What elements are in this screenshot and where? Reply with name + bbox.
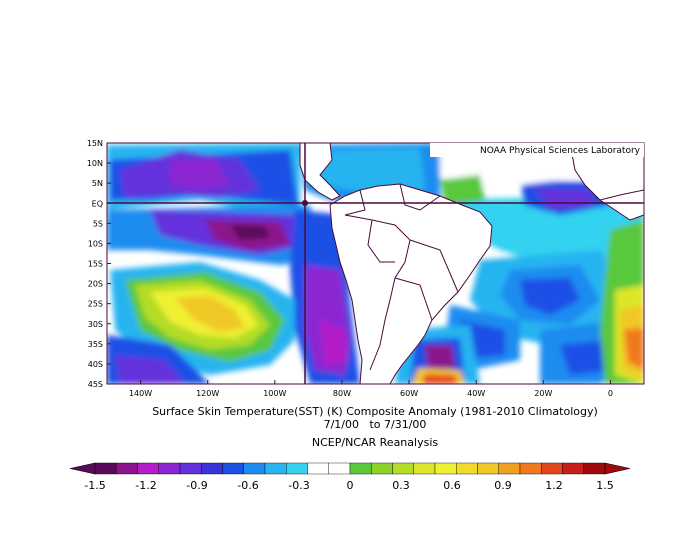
colorbar-swatch [264,462,287,475]
colorbar-swatch [541,462,563,475]
lat-label: 40S [88,360,103,369]
lat-label: 25S [88,300,103,309]
central-america-land [299,143,341,201]
colorbar-tick-label: 0.9 [494,479,512,492]
colorbar-labels: -1.5 -1.2 -0.9 -0.6 -0.3 0 0.3 0.6 0.9 1.2 1.5 [84,479,613,492]
colorbar-swatch [434,462,457,475]
lat-label: 5S [93,219,103,228]
colorbar-swatch [307,462,329,475]
colorbar-swatch [116,462,138,475]
lon-label: 80W [333,389,351,398]
colorbar-tick-label: -1.5 [84,479,105,492]
lat-label: 30S [88,320,103,329]
lon-label: 40W [467,389,485,398]
colorbar-swatch [137,462,159,475]
longitude-labels: 140W 120W 100W 80W 60W 40W 20W 0 [129,380,613,398]
colorbar-swatch [456,462,478,475]
colorbar-swatch [371,462,393,475]
colorbar-swatch [158,462,181,475]
lat-label: 10S [88,239,103,248]
lat-label: 35S [88,340,103,349]
anomaly-field [107,143,644,384]
lon-label: 120W [196,389,219,398]
colorbar-tick-label: -0.3 [288,479,309,492]
colorbar-swatch [498,462,521,475]
colorbar-tick-label: -0.6 [237,479,258,492]
colorbar-swatch [413,462,436,475]
colorbar-tick-label: 1.2 [545,479,563,492]
colorbar-tick-label: 0 [347,479,354,492]
colorbar-swatch [286,462,308,475]
colorbar-arrow-left [69,462,96,475]
colorbar-tick-label: 1.5 [596,479,614,492]
colorbar [69,462,631,475]
colorbar-arrow-right [604,462,631,475]
colorbar-tick-label: -0.9 [186,479,207,492]
lon-label: 20W [534,389,552,398]
lon-label: 100W [263,389,286,398]
latitude-labels: 15N 10N 5N EQ 5S 10S 15S 20S 25S 30S 35S 40S 45S [87,139,111,389]
lat-label: 20S [88,280,103,289]
crosshair-point [302,200,308,206]
map-title: Surface Skin Temperature(SST) (K) Compos… [152,405,598,418]
colorbar-tick-label: 0.3 [392,479,410,492]
colorbar-swatch [328,462,351,475]
colorbar-swatch [562,462,584,475]
lat-label: 10N [87,159,103,168]
colorbar-swatch [477,462,499,475]
lat-label: 15N [87,139,103,148]
lat-label: EQ [92,199,103,208]
colorbar-swatch [392,462,414,475]
dataset-name: NCEP/NCAR Reanalysis [312,436,438,449]
lat-label: 45S [88,380,103,389]
colorbar-tick-label: 0.6 [443,479,461,492]
colorbar-swatch [201,462,223,475]
lon-label: 140W [129,389,152,398]
colorbar-swatch [179,462,202,475]
colorbar-swatch [94,462,117,475]
colorbar-tick-label: -1.2 [135,479,156,492]
country-borders [344,183,644,371]
colorbar-swatch [349,462,372,475]
credit-text: NOAA Physical Sciences Laboratory [480,146,641,156]
lat-label: 15S [88,260,103,269]
colorbar-swatch [519,462,542,475]
south-america-land [329,183,493,384]
colorbar-swatch [243,462,266,475]
lon-label: 60W [400,389,418,398]
lat-label: 5N [92,179,103,188]
colorbar-swatch [583,462,606,475]
africa-land [569,143,644,221]
colorbar-swatch [222,462,244,475]
lon-label: 0 [608,389,613,398]
date-range: 7/1/00 to 7/31/00 [324,418,427,431]
credit-box [430,143,644,157]
